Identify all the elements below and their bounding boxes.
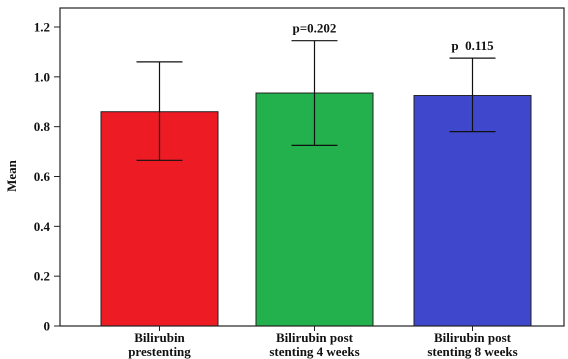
axes [59, 7, 565, 331]
annotations: p=0.202 p 0.115 [293, 21, 495, 53]
bars [100, 92, 532, 327]
x-category-label: Bilirubin post [276, 330, 354, 345]
x-category-label: stenting 4 weeks [269, 344, 359, 359]
y-tick-label: 0.8 [34, 119, 51, 134]
p-value-annotation: p 0.115 [451, 38, 494, 53]
p-value-annotation: p=0.202 [293, 21, 337, 36]
error-bars [136, 40, 496, 161]
y-tick-label: 0.6 [34, 169, 51, 184]
bar [413, 95, 532, 327]
y-tick-label: 1.2 [34, 20, 50, 35]
y-tick-label: 1.0 [34, 69, 50, 84]
y-tick-label: 0.2 [34, 269, 50, 284]
y-tick-label: 0.4 [34, 219, 51, 234]
x-category-label: stenting 8 weeks [427, 344, 517, 359]
y-tick-label: 0 [44, 319, 51, 334]
x-category-label: Bilirubin [134, 330, 185, 345]
x-category-label: Bilirubin post [434, 330, 512, 345]
y-axis-ticks: 0 0.2 0.4 0.6 0.8 1.0 1.2 [34, 20, 60, 334]
x-category-label: prestenting [128, 344, 191, 359]
y-axis-title: Mean [4, 159, 19, 192]
plot-frame [59, 7, 565, 327]
